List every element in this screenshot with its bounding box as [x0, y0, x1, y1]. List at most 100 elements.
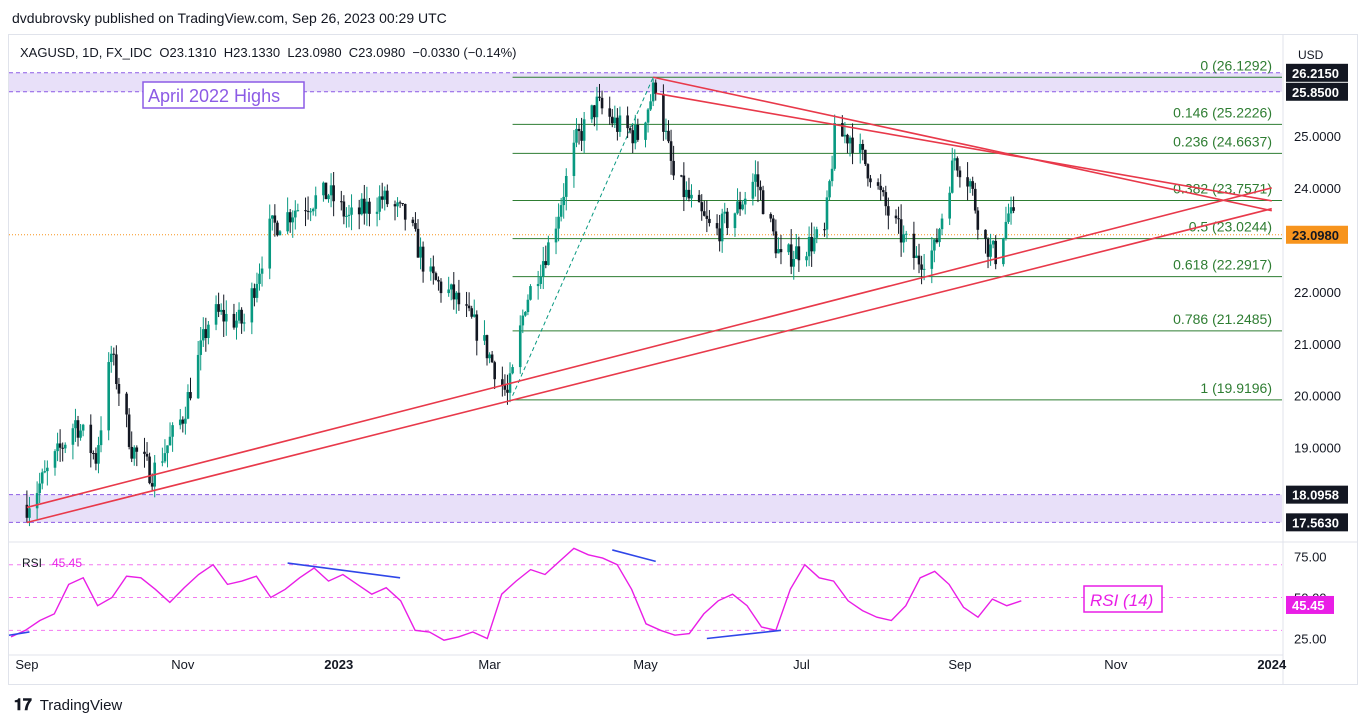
trendline — [26, 187, 1272, 509]
candle-body — [682, 175, 686, 198]
rsi-line — [10, 547, 1022, 641]
rsi-title: RSI (14) — [1090, 591, 1153, 610]
candle-body — [196, 354, 200, 399]
candle-body — [286, 212, 289, 232]
zones-layer: April 2022 Highs — [9, 72, 1282, 523]
candle-body — [861, 143, 865, 150]
candle-body — [887, 206, 890, 216]
candle-body — [378, 196, 381, 212]
price-axis-tick: 25.0000 — [1294, 129, 1341, 144]
candle-body — [132, 447, 136, 459]
candle-body — [613, 117, 617, 124]
candle-body — [204, 329, 208, 339]
candle-body — [186, 392, 190, 419]
candle-body — [935, 239, 939, 243]
candle-body — [948, 192, 951, 219]
candle-body — [161, 461, 164, 463]
candle-body — [582, 119, 586, 141]
candle-body — [557, 216, 560, 229]
candle-body — [828, 181, 831, 198]
candle-body — [43, 471, 47, 473]
candle-body — [897, 218, 900, 220]
candle-body — [669, 141, 673, 161]
candle-body — [130, 446, 133, 459]
axis-currency-label: USD — [1298, 48, 1324, 62]
candle-body — [920, 264, 923, 270]
candle-body — [899, 219, 903, 243]
candle-body — [593, 105, 596, 118]
candle-body — [455, 292, 458, 300]
candle-body — [679, 175, 683, 177]
candle-body — [483, 335, 486, 341]
trendline — [26, 207, 1272, 524]
candle-body — [761, 190, 765, 215]
candle-body — [472, 314, 476, 317]
candle-body — [224, 313, 228, 322]
candle-body — [930, 250, 934, 269]
candle-body — [94, 453, 98, 464]
candle-body — [631, 130, 635, 144]
top-bar: dvdubrovsky published on TradingView.com… — [0, 0, 1365, 34]
candle-body — [235, 320, 238, 328]
candle-body — [506, 389, 509, 393]
candle-body — [777, 249, 780, 254]
candle-body — [825, 197, 829, 230]
candle-body — [595, 96, 599, 118]
candle-body — [217, 304, 220, 312]
candle-body — [324, 182, 328, 200]
candle-body — [812, 237, 816, 252]
candle-body — [830, 168, 834, 182]
candle-body — [270, 215, 274, 219]
candle-body — [953, 158, 957, 161]
candle-body — [150, 483, 154, 487]
candle-body — [168, 436, 172, 446]
candle-body — [109, 353, 113, 363]
candle-body — [178, 419, 182, 426]
candle-body — [743, 198, 747, 205]
candle-body — [503, 385, 507, 390]
candle-body — [207, 324, 210, 339]
rsi-last-value-box — [1286, 595, 1334, 614]
candle-body — [984, 229, 987, 239]
candle-body — [547, 242, 550, 266]
footer-brand: 𝟏𝟕 TradingView — [14, 697, 122, 715]
candle-body — [386, 190, 389, 205]
candle-body — [288, 212, 292, 223]
candle-body — [329, 185, 333, 196]
rsi-axis-tick: 25.00 — [1294, 632, 1327, 647]
trendline — [655, 92, 1272, 202]
candle-body — [580, 131, 583, 141]
candle-body — [966, 177, 969, 187]
fib-level-label: 0.382 (23.7571) — [1173, 181, 1272, 197]
candle-body — [933, 239, 936, 251]
candle-body — [222, 309, 226, 322]
candle-body — [879, 185, 882, 191]
candle-body — [452, 284, 456, 300]
candle-body — [544, 261, 548, 266]
candle-body — [71, 428, 75, 445]
candle-body — [994, 240, 998, 265]
tradingview-logo-icon: 𝟏𝟕 — [14, 697, 32, 714]
candle-body — [92, 453, 95, 455]
rsi-divergence-line — [8, 631, 30, 637]
rsi-axis-tick: 75.00 — [1294, 549, 1327, 564]
candle-body — [973, 188, 977, 211]
candle-body — [89, 424, 93, 454]
candle-body — [268, 218, 272, 269]
price-label-box — [1286, 485, 1348, 504]
rsi-legend-value: 45.45 — [52, 556, 82, 570]
candle-body — [485, 335, 489, 359]
candle-body — [309, 211, 312, 213]
candle-body — [795, 246, 798, 260]
candle-body — [564, 175, 568, 197]
candle-body — [554, 228, 558, 243]
candle-body — [810, 236, 813, 252]
candle-body — [608, 108, 612, 117]
candle-body — [700, 202, 704, 212]
candle-body — [848, 137, 852, 144]
candle-body — [145, 453, 149, 457]
candle-body — [125, 393, 128, 415]
candle-body — [76, 420, 80, 438]
candle-body — [536, 283, 540, 287]
